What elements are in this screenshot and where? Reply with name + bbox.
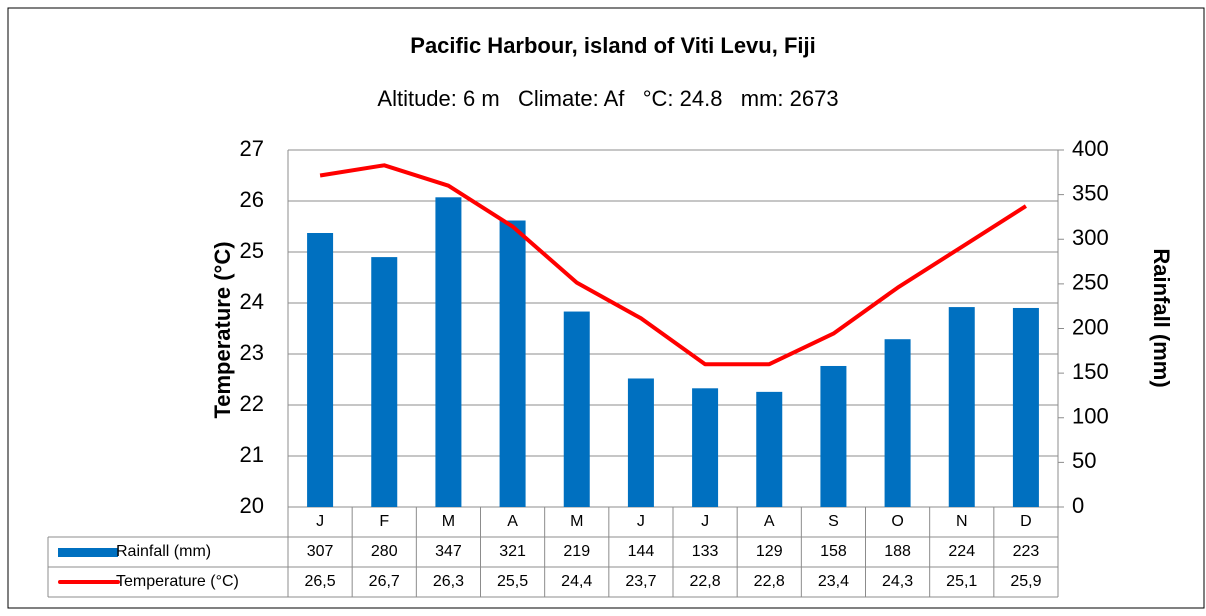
y-tick-label: 26 xyxy=(240,187,264,212)
y2-tick-label: 250 xyxy=(1072,270,1109,295)
x-tick-label: N xyxy=(956,513,968,530)
x-tick-label: F xyxy=(379,513,389,530)
x-tick-label: J xyxy=(701,513,709,530)
data-label: 223 xyxy=(1013,543,1040,560)
data-label: 24,4 xyxy=(561,573,592,590)
x-tick-label: M xyxy=(442,513,455,530)
y-tick-label: 23 xyxy=(240,340,264,365)
data-label: 307 xyxy=(307,543,334,560)
y2-tick-label: 150 xyxy=(1072,359,1109,384)
bar xyxy=(371,257,398,507)
data-label: 22,8 xyxy=(690,573,721,590)
chart-frame xyxy=(7,7,1205,609)
y2-tick-label: 200 xyxy=(1072,314,1109,339)
bar xyxy=(499,220,526,507)
y2-tick-label: 0 xyxy=(1072,493,1084,518)
data-label: 25,9 xyxy=(1010,573,1041,590)
y2-tick-label: 400 xyxy=(1072,136,1109,161)
y2-axis-label: Rainfall (mm) xyxy=(1149,248,1174,387)
y-tick-label: 27 xyxy=(240,136,264,161)
data-label: 158 xyxy=(820,543,847,560)
bar xyxy=(627,378,654,507)
y2-tick-label: 350 xyxy=(1072,180,1109,205)
chart-title: Pacific Harbour, island of Viti Levu, Fi… xyxy=(410,33,815,58)
y-tick-label: 22 xyxy=(240,391,264,416)
y-tick-label: 20 xyxy=(240,493,264,518)
bar xyxy=(563,311,590,507)
data-label: 26,7 xyxy=(369,573,400,590)
legend-label: Rainfall (mm) xyxy=(116,543,211,560)
data-label: 26,3 xyxy=(433,573,464,590)
x-tick-label: J xyxy=(316,513,324,530)
data-label: 188 xyxy=(884,543,911,560)
bar xyxy=(756,391,783,507)
y-tick-label: 25 xyxy=(240,238,264,263)
y2-tick-label: 300 xyxy=(1072,225,1109,250)
legend-label: Temperature (°C) xyxy=(116,573,239,590)
x-tick-label: J xyxy=(637,513,645,530)
legend-swatch xyxy=(58,548,118,557)
bar xyxy=(1012,307,1039,507)
data-label: 23,4 xyxy=(818,573,849,590)
data-label: 347 xyxy=(435,543,462,560)
data-label: 26,5 xyxy=(305,573,336,590)
bar xyxy=(307,233,334,507)
y-tick-label: 24 xyxy=(240,289,264,314)
x-tick-label: S xyxy=(828,513,839,530)
y-axis-label: Temperature (°C) xyxy=(210,241,235,418)
bar xyxy=(884,339,911,507)
bar xyxy=(820,365,847,507)
bar xyxy=(692,388,719,507)
data-label: 25,1 xyxy=(946,573,977,590)
bar xyxy=(948,307,975,507)
data-label: 25,5 xyxy=(497,573,528,590)
x-tick-label: O xyxy=(891,513,903,530)
y-tick-label: 21 xyxy=(240,442,264,467)
bar xyxy=(435,197,462,508)
data-label: 129 xyxy=(756,543,783,560)
x-tick-label: A xyxy=(507,513,518,530)
chart-subtitle: Altitude: 6 m Climate: Af °C: 24.8 mm: 2… xyxy=(377,86,838,111)
data-label: 133 xyxy=(692,543,719,560)
x-tick-label: M xyxy=(570,513,583,530)
y2-tick-label: 100 xyxy=(1072,404,1109,429)
y2-tick-label: 50 xyxy=(1072,448,1096,473)
x-tick-label: D xyxy=(1020,513,1032,530)
data-label: 144 xyxy=(628,543,655,560)
data-label: 22,8 xyxy=(754,573,785,590)
data-label: 321 xyxy=(499,543,526,560)
line xyxy=(319,163,1027,367)
data-label: 23,7 xyxy=(625,573,656,590)
data-label: 219 xyxy=(563,543,590,560)
data-label: 24,3 xyxy=(882,573,913,590)
data-label: 280 xyxy=(371,543,398,560)
data-label: 224 xyxy=(948,543,975,560)
x-tick-label: A xyxy=(764,513,775,530)
